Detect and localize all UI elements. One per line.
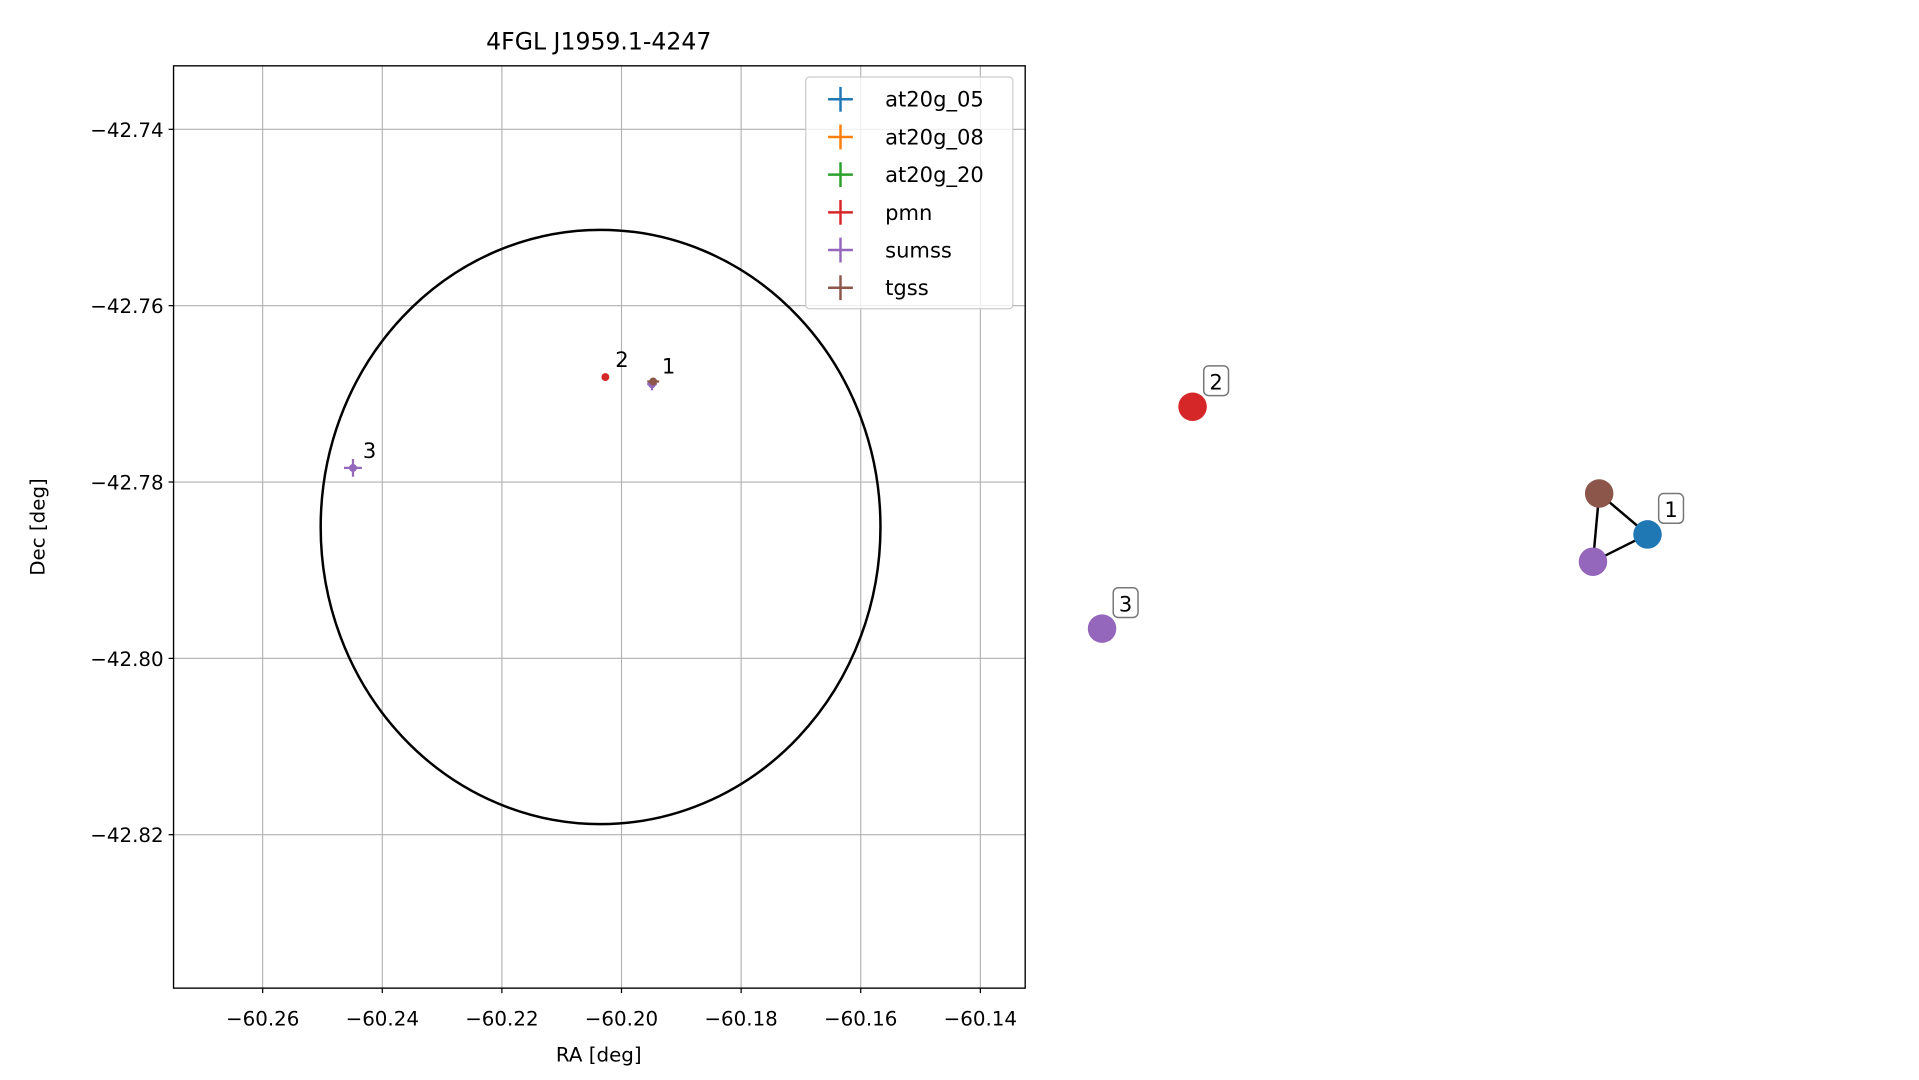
legend-label: sumss bbox=[885, 237, 952, 262]
node-label-box bbox=[1657, 492, 1685, 525]
graph-node bbox=[1178, 392, 1207, 421]
x-tick-label: −60.24 bbox=[346, 1007, 419, 1030]
x-tick-label: −60.16 bbox=[824, 1007, 897, 1030]
annotation: 1 bbox=[662, 353, 675, 378]
x-axis-label: RA [deg] bbox=[556, 1043, 642, 1066]
legend-box bbox=[805, 76, 1014, 310]
y-tick-label: −42.74 bbox=[90, 119, 163, 142]
legend-label: pmn bbox=[885, 200, 932, 225]
chart-title: 4FGL J1959.1-4247 bbox=[486, 28, 711, 56]
point bbox=[601, 373, 610, 382]
point bbox=[349, 463, 357, 472]
y-axis-label: Dec [deg] bbox=[27, 478, 50, 576]
annotation: 3 bbox=[363, 438, 376, 463]
annotation: 2 bbox=[615, 347, 628, 372]
node-label: 1 bbox=[1664, 497, 1677, 522]
legend-label: tgss bbox=[885, 275, 929, 300]
legend-label: at20g_05 bbox=[885, 87, 984, 113]
graph-node bbox=[1087, 614, 1117, 643]
uncertainty-ellipse bbox=[319, 228, 882, 826]
graph-node bbox=[1633, 520, 1662, 549]
x-tick-label: −60.18 bbox=[704, 1007, 777, 1030]
x-tick-label: −60.20 bbox=[585, 1007, 658, 1030]
legend-label: at20g_20 bbox=[885, 162, 984, 188]
y-tick-label: −42.78 bbox=[90, 471, 163, 494]
y-tick-label: −42.76 bbox=[90, 295, 163, 318]
y-tick-label: −42.80 bbox=[90, 648, 163, 671]
graph-node bbox=[1578, 547, 1608, 576]
plot-frame bbox=[172, 65, 1026, 989]
graph-node bbox=[1584, 479, 1614, 508]
node-label: 3 bbox=[1119, 591, 1132, 616]
point bbox=[649, 377, 658, 386]
x-tick-label: −60.22 bbox=[465, 1007, 538, 1030]
node-label-box bbox=[1112, 586, 1139, 619]
node-label: 2 bbox=[1209, 369, 1222, 394]
legend-label: at20g_08 bbox=[885, 124, 984, 150]
node-label-box bbox=[1202, 365, 1230, 397]
y-tick-label: −42.82 bbox=[90, 824, 163, 847]
x-tick-label: −60.14 bbox=[944, 1007, 1017, 1030]
x-tick-label: −60.26 bbox=[226, 1007, 299, 1030]
